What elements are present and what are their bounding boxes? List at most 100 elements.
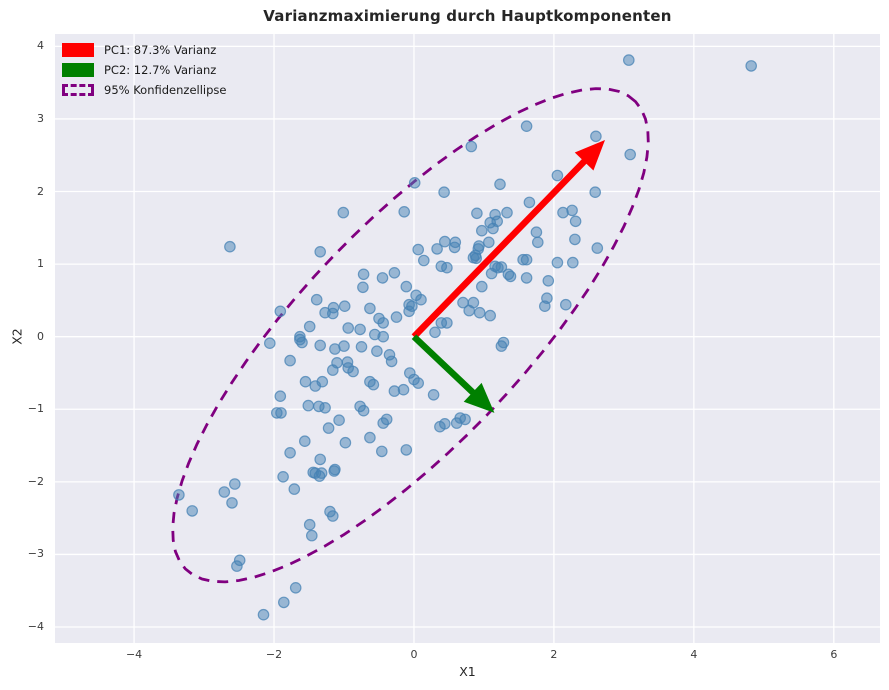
scatter-point xyxy=(314,339,326,352)
pc1-arrow xyxy=(411,139,605,339)
scatter-point xyxy=(319,401,331,414)
scatter-point xyxy=(523,196,536,209)
scatter-point xyxy=(377,317,389,329)
scatter-point xyxy=(288,483,301,495)
scatter-point xyxy=(314,246,326,258)
scatter-point xyxy=(186,505,198,517)
scatter-point xyxy=(475,280,488,293)
scatter-point xyxy=(173,489,185,501)
scatter-point xyxy=(326,510,339,522)
scatter-point xyxy=(569,233,581,246)
scatter-point xyxy=(559,298,572,311)
scatter-point xyxy=(591,242,604,254)
scatter-point xyxy=(471,207,483,220)
scatter-point xyxy=(463,304,475,317)
x-tick-label: −4 xyxy=(125,648,143,661)
scatter-point xyxy=(357,404,370,417)
scatter-point xyxy=(438,186,450,198)
scatter-point xyxy=(284,446,296,459)
scatter-point xyxy=(377,330,389,343)
scatter-point xyxy=(342,362,354,374)
ellipse-dashed-swatch xyxy=(62,84,94,96)
y-tick-label: −4 xyxy=(27,620,44,634)
scatter-point xyxy=(278,596,290,609)
pc2-arrow xyxy=(411,334,495,413)
scatter-point xyxy=(531,236,544,249)
scatter-point xyxy=(390,311,403,323)
confidence-ellipse xyxy=(171,87,650,584)
x-axis-label: X1 xyxy=(459,664,476,679)
scatter-point xyxy=(364,431,376,444)
scatter-point xyxy=(400,444,413,456)
x-tick-label: −2 xyxy=(265,648,283,661)
y-tick-label: −1 xyxy=(27,402,44,416)
scatter-point xyxy=(375,445,388,458)
scatter-point xyxy=(302,399,315,412)
scatter-point xyxy=(388,267,401,279)
y-tick-label: −2 xyxy=(27,474,44,488)
gridlines xyxy=(55,34,880,643)
scatter-point xyxy=(530,226,543,238)
scatter-point xyxy=(406,300,418,312)
scatter-point xyxy=(448,241,461,254)
scatter-point xyxy=(590,130,602,143)
scatter-point xyxy=(622,54,635,66)
y-axis-label: X2 xyxy=(9,328,25,345)
scatter-point xyxy=(327,301,340,314)
scatter-point xyxy=(342,322,354,334)
scatter-point xyxy=(316,375,329,388)
scatter-point xyxy=(231,560,243,572)
scatter-point xyxy=(303,320,316,333)
scatter-point xyxy=(494,178,506,191)
y-tick-label: 3 xyxy=(37,111,44,125)
legend-label-pc2: PC2: 12.7% Varianz xyxy=(104,63,217,77)
scatter-point xyxy=(338,300,351,312)
scatter-point xyxy=(438,417,451,430)
x-tick-label: 0 xyxy=(410,648,418,661)
y-tick-label: 1 xyxy=(37,257,44,271)
scatter-point xyxy=(429,326,441,339)
scatter-point xyxy=(441,261,453,274)
scatter-point xyxy=(569,215,582,228)
scatter-point xyxy=(284,354,296,367)
scatter-point xyxy=(257,608,270,621)
scatter-point xyxy=(218,486,231,498)
pc2-color-swatch xyxy=(62,63,94,77)
scatter-point xyxy=(470,252,482,265)
y-tick-label: 4 xyxy=(37,39,44,53)
scatter-point xyxy=(229,478,241,490)
scatter-point xyxy=(303,518,316,531)
scatter-point xyxy=(313,470,326,482)
scatter-point xyxy=(495,340,508,352)
scatter-point xyxy=(294,333,306,346)
scatter-point xyxy=(520,253,533,266)
scatter-point xyxy=(310,293,323,306)
scatter-point xyxy=(417,254,430,267)
scatter-point xyxy=(408,177,421,189)
scatter-point xyxy=(376,272,389,284)
scatter-point xyxy=(538,300,551,312)
legend-item-pc1: PC1: 87.3% Varianz xyxy=(62,40,226,60)
plot-title: Varianzmaximierung durch Hauptkomponente… xyxy=(263,7,672,25)
scatter-point xyxy=(333,414,345,426)
scatter-point xyxy=(337,206,350,219)
scatter-point xyxy=(289,581,302,594)
scatter-point xyxy=(551,169,564,182)
scatter-point xyxy=(322,422,335,434)
scatter-point xyxy=(305,529,318,542)
scatter-point xyxy=(412,243,424,256)
scatter-point xyxy=(331,356,343,369)
scatter-point xyxy=(277,470,289,483)
scatter-point xyxy=(264,337,276,349)
scatter-point xyxy=(397,383,410,396)
scatter-point xyxy=(487,222,499,235)
legend-label-pc1: PC1: 87.3% Varianz xyxy=(104,43,217,57)
scatter-point xyxy=(624,148,636,161)
x-tick-label: 4 xyxy=(690,648,698,661)
pc1-color-swatch xyxy=(62,43,94,57)
scatter-point xyxy=(398,206,410,218)
scatter-point xyxy=(501,206,513,219)
scatter-point xyxy=(495,261,508,273)
scatter-point xyxy=(542,275,555,287)
scatter-point xyxy=(275,407,287,419)
